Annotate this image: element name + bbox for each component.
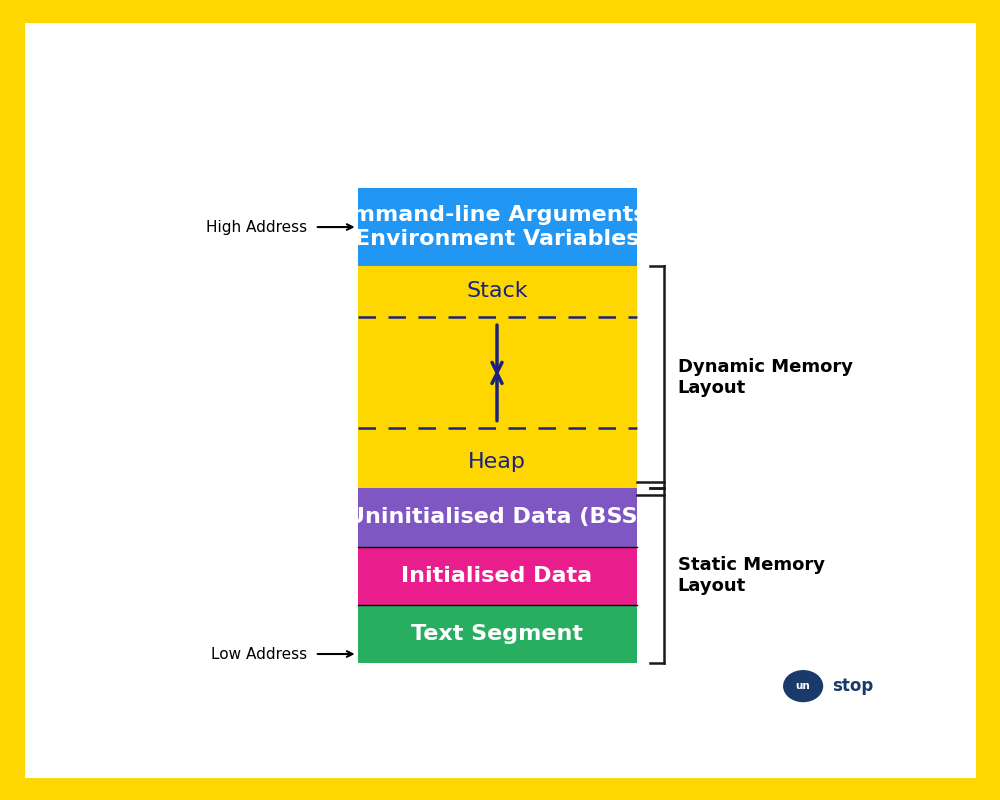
Text: Uninitialised Data (BSS): Uninitialised Data (BSS): [347, 507, 647, 527]
Text: Stack: Stack: [466, 281, 528, 301]
Text: un: un: [796, 681, 810, 691]
Text: Static Memory
Layout: Static Memory Layout: [678, 556, 825, 595]
Bar: [358, 605, 637, 662]
Bar: [358, 489, 637, 546]
Bar: [358, 188, 637, 266]
Circle shape: [784, 670, 822, 702]
Text: stop: stop: [832, 677, 873, 695]
Text: Initialised Data: Initialised Data: [401, 566, 593, 586]
Text: Low Address: Low Address: [211, 646, 307, 662]
Text: High Address: High Address: [206, 219, 307, 234]
Text: Command-line Arguments &
Environment Variables: Command-line Arguments & Environment Var…: [320, 206, 674, 249]
Text: Heap: Heap: [468, 452, 526, 472]
Text: Text Segment: Text Segment: [411, 624, 583, 644]
Text: Dynamic Memory
Layout: Dynamic Memory Layout: [678, 358, 853, 397]
Bar: [358, 546, 637, 605]
Bar: [358, 266, 637, 489]
